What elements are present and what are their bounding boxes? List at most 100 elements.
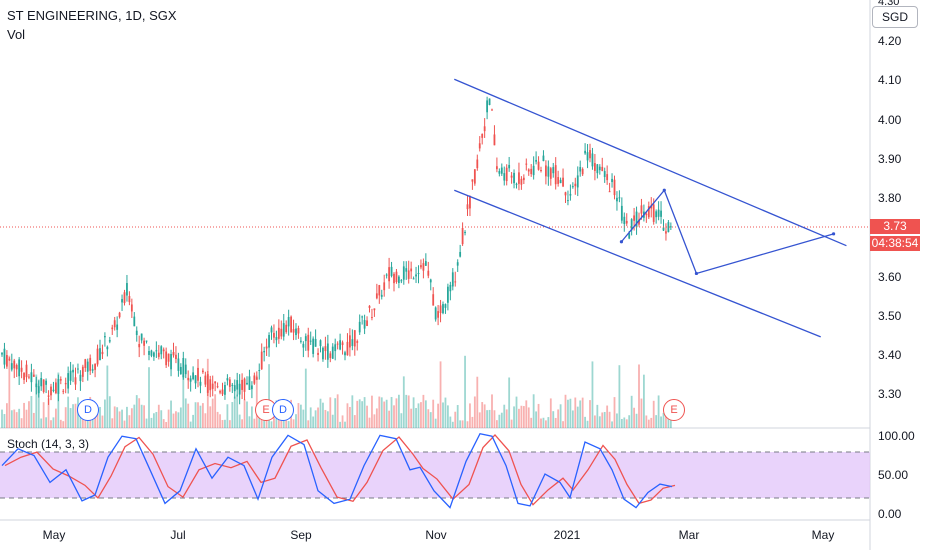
candle-body <box>545 165 547 177</box>
candle-body <box>241 379 243 390</box>
candle-body <box>623 216 626 224</box>
candle-body <box>571 186 574 188</box>
candle-body <box>591 153 594 167</box>
candle-body <box>405 268 408 272</box>
projection-path <box>620 188 834 275</box>
candle-body <box>94 363 96 370</box>
candle-body <box>135 330 138 336</box>
candle-body <box>331 346 334 359</box>
volume-bar <box>554 417 557 428</box>
volume-bar <box>322 402 324 428</box>
candle-body <box>258 370 261 372</box>
volume-bar <box>157 404 160 428</box>
candle-body <box>380 294 383 297</box>
volume-bar <box>25 409 28 428</box>
volume-bar <box>439 361 442 428</box>
volume-bar <box>505 409 508 428</box>
volume-bar <box>67 396 70 428</box>
earnings-marker[interactable]: E <box>255 399 277 421</box>
volume-bar <box>214 394 217 428</box>
volume-bar <box>496 420 498 428</box>
candle-body <box>402 266 405 280</box>
volume-bar <box>532 394 535 428</box>
volume-bar <box>165 421 168 428</box>
candle-body <box>400 280 403 282</box>
currency-badge[interactable]: SGD <box>872 6 918 28</box>
candle-body <box>67 373 70 389</box>
candle-body <box>265 346 268 349</box>
candle-body <box>326 343 329 360</box>
candle-body <box>344 352 346 356</box>
candle-body <box>28 376 30 378</box>
candle-body <box>13 360 16 369</box>
volume-bar <box>388 410 390 428</box>
volume-bar <box>405 394 408 428</box>
volume-bar <box>336 394 339 428</box>
candle-body <box>57 379 60 394</box>
earnings-marker[interactable]: E <box>663 399 685 421</box>
volume-bar <box>226 404 229 428</box>
symbol-title[interactable]: ST ENGINEERING, 1D, SGX <box>7 8 177 23</box>
volume-bar <box>410 408 413 428</box>
candle-body <box>50 386 52 396</box>
volume-bar <box>650 417 653 428</box>
candle-body <box>233 385 236 392</box>
volume-bar <box>493 410 496 428</box>
volume-bar <box>8 355 11 428</box>
candle-body <box>358 321 361 333</box>
volume-bar <box>571 410 574 428</box>
volume-bar <box>268 364 270 428</box>
dividend-marker[interactable]: D <box>77 399 99 421</box>
volume-bar <box>518 408 520 428</box>
volume-bar <box>628 415 631 428</box>
candle-body <box>295 328 297 336</box>
dividend-marker[interactable]: D <box>272 399 294 421</box>
candle-body <box>270 327 273 333</box>
volume-bar <box>94 409 96 428</box>
volume-bar <box>481 402 484 428</box>
volume-bar <box>635 413 638 428</box>
volume-bar <box>432 399 435 428</box>
candle-body <box>371 317 373 319</box>
volume-bar <box>37 379 40 428</box>
candle-body <box>74 377 77 385</box>
candle-body <box>346 341 349 356</box>
volume-bar <box>510 419 513 428</box>
candle-body <box>287 316 290 327</box>
volume-bar <box>123 420 126 428</box>
candle-body <box>104 336 106 338</box>
candle-body <box>567 200 569 202</box>
volume-bar <box>219 414 221 428</box>
volume-bar <box>486 410 488 428</box>
candle-body <box>603 171 606 178</box>
candle-body <box>334 344 337 352</box>
volume-bar <box>248 416 251 428</box>
candle-body <box>86 361 89 372</box>
volume-bar <box>251 406 253 428</box>
volume-bar <box>314 410 317 428</box>
candle-body <box>106 346 109 350</box>
candle-body <box>456 262 459 266</box>
candle-body <box>197 367 199 381</box>
time-tick: Mar <box>678 528 700 542</box>
volume-bar <box>417 403 420 428</box>
volume-bar <box>62 421 65 428</box>
volume-bar <box>608 411 611 428</box>
volume-bar <box>402 376 405 428</box>
stoch-k-line <box>1 432 673 509</box>
channel-lower-line <box>454 189 821 338</box>
candle-body <box>667 222 670 233</box>
candle-body <box>322 347 324 360</box>
volume-bar <box>586 420 589 428</box>
volume-bar <box>202 403 204 428</box>
stoch-label[interactable]: Stoch (14, 3, 3) <box>7 437 90 451</box>
candle-body <box>189 378 192 382</box>
candle-body <box>503 173 506 181</box>
candle-body <box>584 150 586 154</box>
candle-body <box>552 167 555 174</box>
volume-bar <box>334 398 337 428</box>
trend-drawings[interactable] <box>454 78 847 338</box>
volume-bar <box>258 415 261 428</box>
volume-bar <box>233 396 236 428</box>
